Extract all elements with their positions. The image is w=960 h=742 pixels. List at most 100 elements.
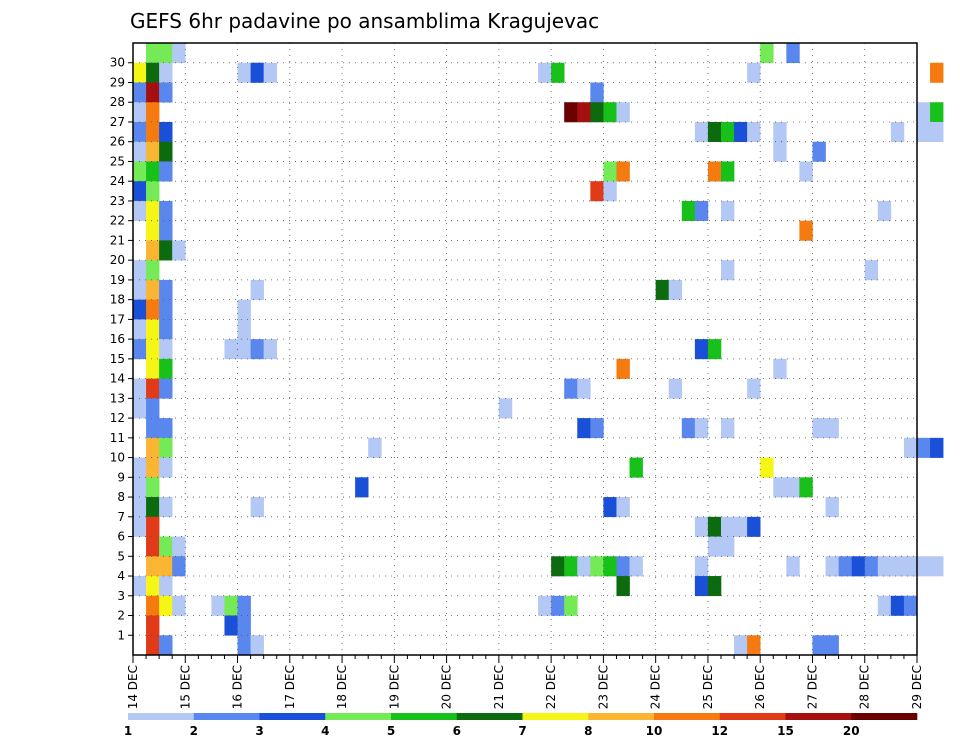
y-tick-label: 3 — [117, 589, 125, 603]
heatmap-cell — [799, 477, 813, 498]
heatmap-cell — [603, 497, 617, 518]
x-tick-label: 26 DEC — [753, 665, 767, 709]
heatmap-cell — [146, 437, 160, 458]
heatmap-cell — [146, 635, 160, 656]
heatmap-cell — [224, 595, 238, 616]
x-tick-label: 18 DEC — [335, 665, 349, 709]
heatmap-cell — [146, 358, 160, 379]
heatmap-cell — [694, 339, 709, 360]
heatmap-cell — [250, 62, 264, 83]
colorbar-label: 12 — [711, 724, 728, 738]
heatmap-cell — [616, 576, 630, 597]
heatmap-cell — [786, 556, 800, 577]
heatmap-cell — [133, 181, 147, 202]
heatmap-cell — [629, 556, 643, 577]
y-tick-label: 17 — [110, 312, 125, 326]
x-tick-label: 24 DEC — [649, 665, 663, 709]
heatmap-cell — [681, 418, 696, 439]
y-tick-label: 21 — [110, 233, 125, 247]
heatmap-cell — [590, 102, 604, 123]
heatmap-cell — [224, 615, 238, 636]
y-tick-label: 27 — [110, 115, 125, 129]
heatmap-cell — [734, 516, 748, 537]
heatmap-cell — [590, 82, 604, 103]
heatmap-cell — [864, 260, 879, 281]
heatmap-cell — [146, 319, 160, 340]
heatmap-cell — [603, 161, 617, 182]
heatmap-cell — [250, 497, 264, 518]
colorbar-swatch — [719, 713, 786, 720]
colorbar-label: 5 — [387, 724, 395, 738]
heatmap-cell — [146, 418, 160, 439]
heatmap-cell — [159, 279, 173, 300]
heatmap-cell — [133, 102, 147, 123]
heatmap-cell — [133, 141, 147, 162]
heatmap-cell — [159, 358, 173, 379]
heatmap-cell — [133, 299, 147, 320]
heatmap-cell — [825, 418, 839, 439]
heatmap-cell — [903, 595, 918, 616]
heatmap-cell — [159, 220, 173, 241]
colorbar-label: 2 — [190, 724, 198, 738]
x-tick-label: 21 DEC — [492, 665, 506, 709]
heatmap-cell — [237, 339, 251, 360]
heatmap-cell — [721, 418, 735, 439]
heatmap-cell — [146, 556, 160, 577]
heatmap-cell — [616, 497, 630, 518]
y-tick-label: 8 — [117, 490, 125, 504]
x-tick-label: 20 DEC — [440, 665, 454, 709]
heatmap-cell — [159, 437, 173, 458]
heatmap-cell — [159, 161, 173, 182]
grid-lines — [133, 43, 917, 655]
y-tick-label: 15 — [110, 352, 125, 366]
heatmap-cell — [146, 477, 160, 498]
heatmap-cell — [773, 141, 787, 162]
heatmap-cell — [146, 161, 160, 182]
heatmap-cell — [159, 82, 173, 103]
heatmap-cell — [890, 556, 905, 577]
heatmap-cell — [250, 635, 264, 656]
heatmap-cell — [877, 556, 892, 577]
heatmap-cell — [864, 556, 879, 577]
colorbar-swatch — [588, 713, 655, 720]
heatmap-cell — [133, 279, 147, 300]
heatmap-cell — [786, 477, 800, 498]
heatmap-cell — [159, 200, 173, 221]
y-tick-label: 26 — [110, 135, 125, 149]
heatmap-cell — [694, 556, 709, 577]
heatmap-cell — [930, 62, 944, 83]
heatmap-cell — [172, 595, 186, 616]
y-tick-label: 30 — [110, 56, 125, 70]
y-tick-label: 4 — [117, 569, 125, 583]
colorbar-label: 4 — [321, 724, 329, 738]
heatmap-cell — [172, 43, 186, 64]
heatmap-cell — [747, 62, 761, 83]
y-tick-label: 16 — [110, 332, 125, 346]
heatmap-cell — [564, 556, 578, 577]
y-tick-label: 20 — [110, 253, 125, 267]
heatmap-cell — [616, 556, 630, 577]
heatmap-cell — [146, 299, 160, 320]
colorbar-label: 8 — [584, 724, 592, 738]
colorbar-label: 7 — [518, 724, 526, 738]
heatmap-cell — [707, 121, 722, 143]
y-axis: 1234567891011121314151617181920212223242… — [110, 56, 133, 642]
heatmap-cell — [159, 121, 173, 143]
heatmap-cell — [172, 536, 186, 557]
y-tick-label: 25 — [110, 154, 125, 168]
y-tick-label: 18 — [110, 293, 125, 307]
heatmap-cell — [655, 279, 670, 300]
heatmap-cell — [799, 220, 813, 241]
y-tick-label: 22 — [110, 214, 125, 228]
x-tick-label: 29 DEC — [910, 665, 924, 709]
heatmap-cell — [721, 516, 735, 537]
heatmap-cell — [237, 299, 251, 320]
heatmap-cell — [629, 457, 643, 478]
heatmap-cell — [564, 378, 578, 399]
heatmap-cell — [603, 102, 617, 123]
heatmap-cell — [577, 418, 591, 439]
heatmap-cell — [133, 497, 147, 518]
heatmap-cell — [812, 635, 826, 656]
heatmap-cell — [159, 339, 173, 360]
